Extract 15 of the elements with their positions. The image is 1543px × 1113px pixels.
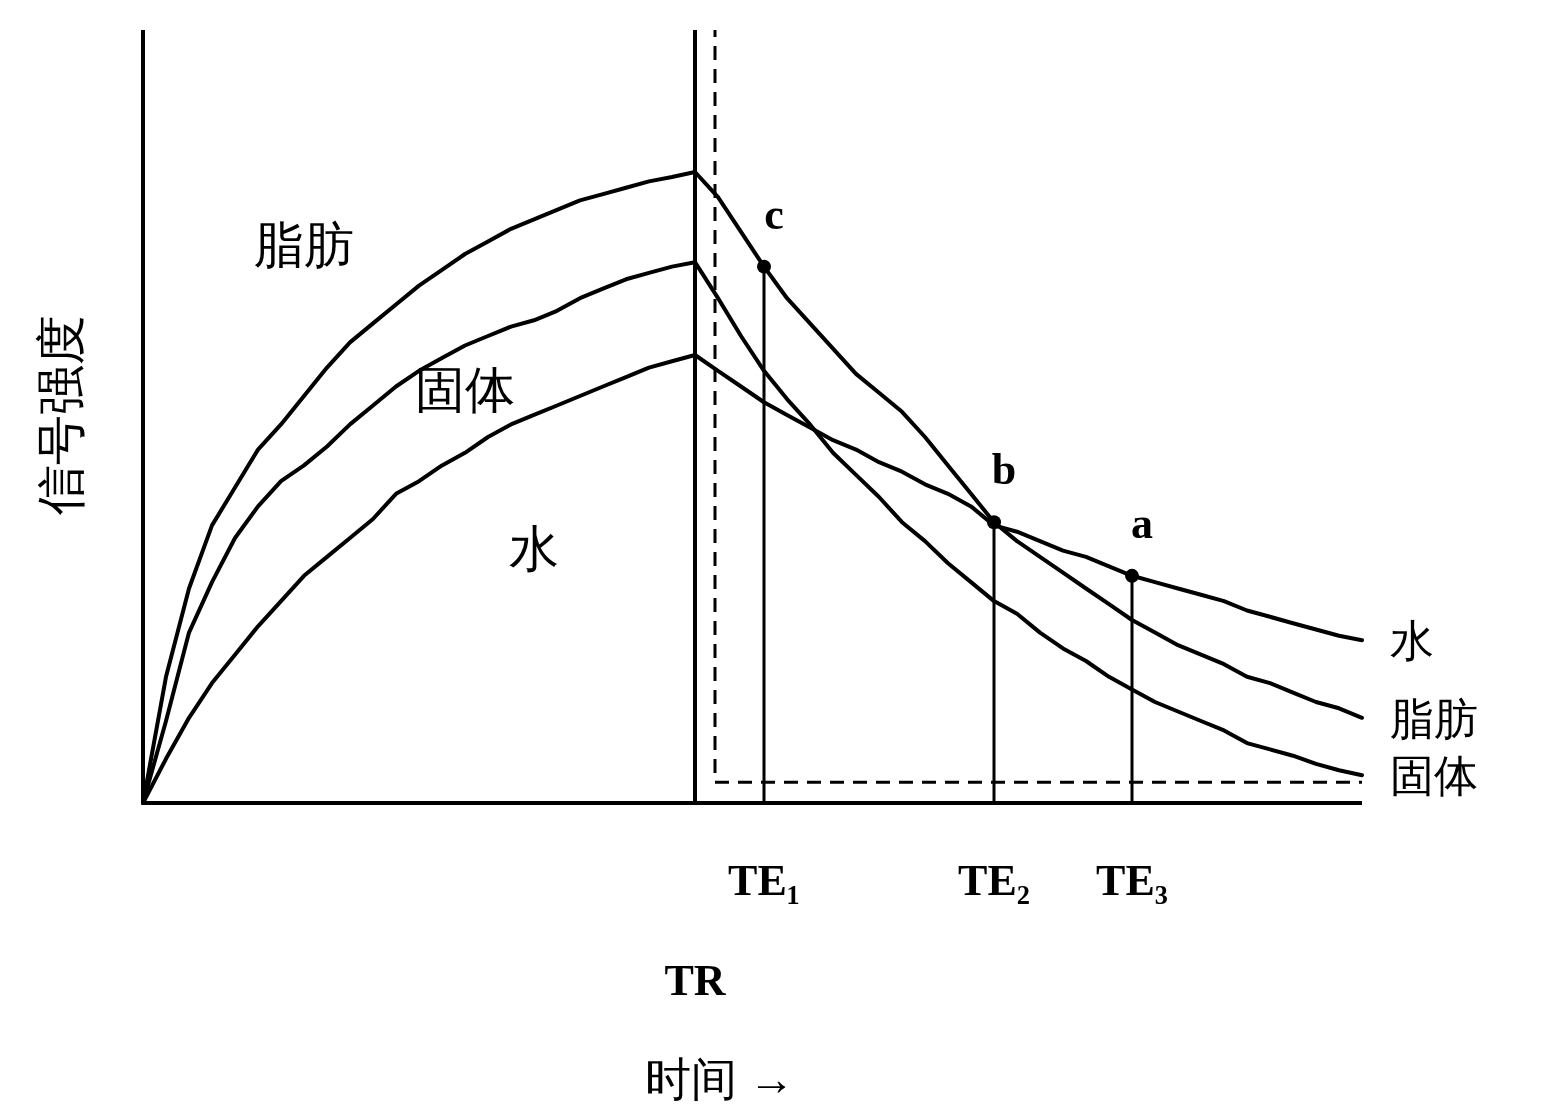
annotation: b	[991, 445, 1017, 495]
text: 脂肪	[254, 216, 354, 273]
annotation: a	[1131, 498, 1153, 548]
x-tick-label: TE₁	[728, 856, 800, 905]
text: 水	[509, 520, 559, 577]
text: TR	[664, 956, 727, 1005]
series-label: 水	[1390, 617, 1434, 667]
x-axis-title: 时间 →	[645, 1054, 795, 1105]
x-tick-label: TE₃	[1096, 856, 1168, 905]
series-label: 脂肪	[1390, 694, 1478, 744]
x-tick-label: TE₂	[958, 856, 1030, 905]
text: 固体	[1390, 752, 1478, 802]
y-axis-title: 信号强度	[33, 315, 89, 515]
series-label: 固体	[415, 361, 515, 418]
annotation: c	[764, 189, 784, 239]
